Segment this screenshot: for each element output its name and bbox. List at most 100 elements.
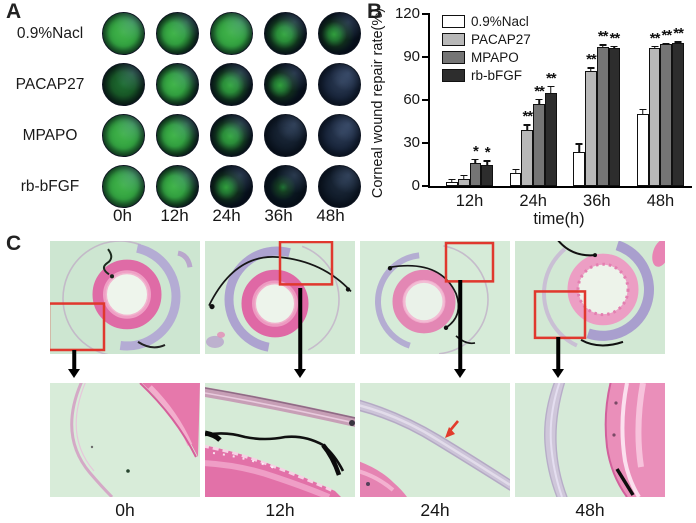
- error-bar: [510, 168, 522, 174]
- x-tick-label: 24h: [519, 192, 547, 210]
- error-bar-cap: [471, 158, 479, 161]
- roi-box: [278, 241, 334, 286]
- cornea-image: [264, 63, 307, 106]
- error-bar: [660, 42, 672, 45]
- histology-eye-section-12h: [205, 241, 355, 354]
- error-bar: [585, 67, 597, 72]
- bar-group-12h: * * 12h: [446, 14, 493, 210]
- suture-thread: [615, 468, 635, 496]
- cornea-image: [318, 12, 361, 55]
- error-bar-cap: [599, 44, 607, 46]
- bar-rb-bFGF-36h: **: [608, 31, 621, 186]
- bar-rb-bFGF-24h: **: [544, 71, 557, 186]
- legend-swatch: [442, 33, 465, 46]
- error-bar-shaft: [590, 67, 592, 72]
- y-tick-mark: [422, 142, 430, 144]
- bar-PACAP27-36h: **: [585, 52, 597, 186]
- suture-thread: [389, 264, 460, 329]
- legend-item: 0.9%Nacl: [442, 14, 531, 29]
- error-bar-cap: [523, 124, 531, 126]
- significance-stars: **: [597, 28, 609, 46]
- bar-chart: 0 30 60 90 120 0.9%Nacl PACAP27 MPAPO rb-bFGF *…: [395, 5, 692, 210]
- legend-swatch: [442, 51, 465, 64]
- chart-groups: * * 12h ** ** ** 24h ** ** ** 36h ** ** ** 48h: [430, 14, 692, 210]
- histology-cornea-magnified-0h: [50, 383, 200, 497]
- bar-0.9%Nacl-12h: [446, 178, 458, 186]
- bar-fill: [573, 151, 586, 186]
- panel-c-label: C: [6, 232, 22, 255]
- panel-a-row-1: PACAP27: [0, 59, 362, 110]
- error-bar-shaft: [474, 158, 477, 164]
- bar-fill: [509, 173, 522, 186]
- error-bar-cap: [639, 108, 647, 111]
- error-bar-cap: [662, 42, 670, 45]
- error-bar-cap: [575, 143, 583, 145]
- panel-a-row-2: MPAPO: [0, 110, 362, 161]
- cornea-image: [102, 114, 145, 157]
- y-tick-mark: [422, 99, 430, 101]
- bar-MPAPO-12h: *: [469, 144, 482, 186]
- bar-fill: [608, 48, 621, 186]
- down-arrow: [67, 350, 81, 378]
- bar-fill: [521, 130, 534, 186]
- red-arrow-annotation: [445, 420, 459, 438]
- y-tick-label: 0: [411, 177, 420, 194]
- roi-box: [533, 290, 587, 340]
- panel-a: A 0.9%Nacl PACAP27 MPAPO rb-bFGF 0h 12h 24h 36…: [0, 0, 362, 232]
- cornea-image: [156, 12, 199, 55]
- error-bar-shaft: [578, 143, 580, 152]
- x-tick-label: 12h: [455, 192, 484, 210]
- bar-0.9%Nacl-48h: [636, 108, 649, 186]
- legend-swatch: [442, 15, 465, 28]
- significance-stars: **: [545, 69, 557, 87]
- significance-stars: *: [472, 142, 479, 160]
- cornea-image: [102, 63, 145, 106]
- error-bar-shaft: [486, 160, 488, 165]
- roi-box: [444, 241, 495, 283]
- bar-fill: [596, 46, 609, 186]
- cornea-image: [102, 165, 145, 208]
- panel-a-label: A: [6, 0, 22, 23]
- histology-cornea-magnified-48h: [515, 383, 665, 497]
- cornea-row: [100, 12, 361, 55]
- bar-MPAPO-24h: **: [533, 84, 545, 186]
- bar-fill: [660, 44, 673, 186]
- bar-fill: [672, 42, 684, 186]
- error-bar-cap: [651, 45, 659, 48]
- significance-stars: **: [661, 26, 673, 44]
- cornea-image: [210, 12, 253, 55]
- y-tick-mark: [422, 185, 430, 187]
- error-bar-cap: [674, 41, 682, 43]
- bar-rb-bFGF-12h: *: [481, 145, 493, 186]
- timepoint-label: 36h: [264, 206, 293, 225]
- panel-c-timepoint: 48h: [575, 500, 605, 520]
- y-tick-label: 120: [394, 5, 420, 22]
- error-bar-shaft: [642, 108, 644, 115]
- histology-cornea-magnified-12h: [205, 383, 355, 497]
- suture-thread: [103, 248, 113, 276]
- error-bar-shaft: [514, 168, 517, 174]
- error-bar: [470, 158, 482, 164]
- cornea-image: [156, 165, 199, 208]
- cornea-image: [156, 114, 199, 157]
- timepoint-label: 24h: [212, 206, 241, 225]
- error-bar: [649, 45, 661, 49]
- down-arrow: [551, 337, 565, 378]
- chart-legend: 0.9%Nacl PACAP27 MPAPO rb-bFGF: [442, 14, 531, 83]
- timepoint-label: 48h: [316, 206, 345, 225]
- error-bar: [521, 124, 533, 131]
- error-bar-shaft: [526, 124, 529, 131]
- panel-c-timepoint: 24h: [420, 500, 450, 520]
- y-tick-mark: [422, 56, 430, 58]
- cornea-image: [210, 114, 253, 157]
- significance-stars: *: [484, 144, 491, 162]
- bar-group-48h: ** ** ** 48h: [636, 14, 684, 210]
- roi-box: [50, 302, 106, 352]
- significance-stars: **: [534, 82, 545, 100]
- down-arrow: [453, 280, 467, 378]
- legend-item: rb-bFGF: [442, 68, 531, 83]
- significance-stars: **: [649, 29, 661, 47]
- cornea-image: [210, 63, 253, 106]
- bar-0.9%Nacl-36h: [573, 143, 586, 186]
